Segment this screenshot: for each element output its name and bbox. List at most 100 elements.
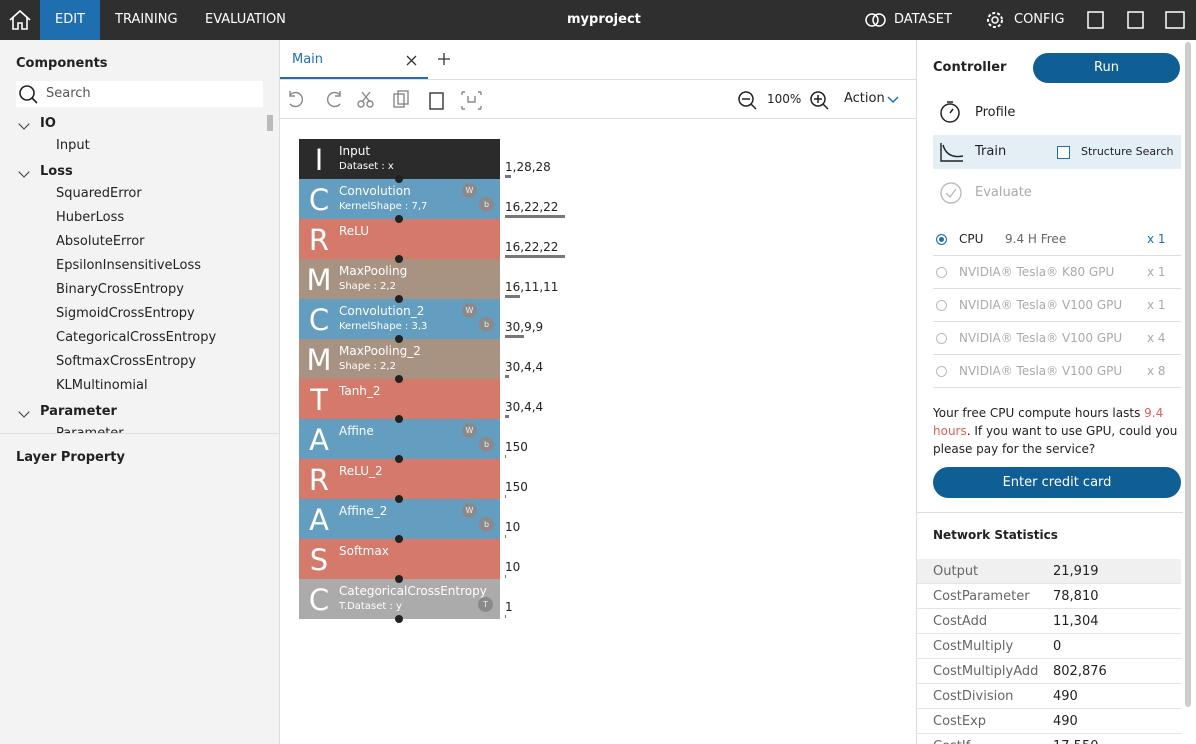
output-shape: 16,11,11 [505,280,559,294]
dataset-button[interactable]: DATASET [894,12,952,27]
tree-item[interactable]: Input [56,138,90,153]
profile-icon [940,101,960,123]
stat-row: CostDivision 490 [917,684,1181,709]
device-row[interactable]: NVIDIA® Tesla® V100 GPU x 8 [933,355,1181,388]
layer-name: MaxPooling_2 [339,344,421,358]
layer-letter: C [308,303,330,337]
layer[interactable]: T Tanh_2 [299,379,500,423]
toolbar-icons[interactable] [286,89,486,111]
section-title: Controller [933,60,1007,75]
tree-item[interactable]: HuberLoss [56,210,125,225]
layer[interactable]: R ReLU_2 [299,459,500,503]
output-shape: 16,22,22 [505,200,559,214]
config-button[interactable]: CONFIG [1014,12,1065,27]
connector [395,335,403,343]
tree-item[interactable]: SigmoidCrossEntropy [56,306,195,321]
layer-letter: A [309,423,329,457]
tree-item[interactable]: BinaryCrossEntropy [56,282,184,297]
device-row[interactable]: CPU 9.4 H Free x 1 [933,223,1181,256]
home-icon[interactable] [8,9,32,31]
tree-item[interactable]: SquaredError [56,186,142,201]
size-bar [505,415,509,418]
tree-item[interactable]: EpsilonInsensitiveLoss [56,258,202,273]
stat-label: CostParameter [933,589,1030,604]
tree-item[interactable]: SoftmaxCrossEntropy [56,354,197,369]
add-tab[interactable] [438,53,450,65]
file-icons[interactable] [1086,11,1186,29]
tree-toggle[interactable] [18,166,30,178]
tree-item[interactable]: Parameter [56,426,124,433]
connector [395,535,403,543]
radio [936,366,947,377]
output-shape: 30,4,4 [505,400,544,414]
device-name: NVIDIA® Tesla® V100 GPU [959,331,1123,345]
notice-text: . If you want to use GPU, could you plea… [933,424,1178,456]
action-menu[interactable]: Action [844,91,885,106]
layer-param: KernelShape : 3,3 [339,321,428,332]
layer-name: Input [339,144,371,158]
tree-item[interactable]: CategoricalCrossEntropy [56,330,217,345]
editor-tab[interactable]: Main [280,40,428,79]
layer[interactable]: C CategoricalCrossEntropy T.Dataset : y T [299,579,500,623]
connector [395,175,403,183]
train-row[interactable]: Train Structure Search [933,135,1181,169]
profile-button[interactable]: Profile [975,105,1016,120]
layer[interactable]: I Input Dataset : x [299,139,500,183]
layer-letter: I [314,143,324,177]
size-bar [505,615,506,618]
tab[interactable]: EVALUATION [205,12,286,27]
layer[interactable]: M MaxPooling_2 Shape : 2,2 [299,339,500,383]
checkbox[interactable] [1057,146,1070,159]
panel-title: Components [16,56,108,71]
credit-button[interactable]: Enter credit card [933,467,1181,498]
stat-value: 490 [1053,714,1078,729]
stat-label: CostExp [933,714,987,729]
size-bar [505,455,507,458]
tab[interactable]: EDIT [40,0,100,40]
editor: Main 100% Action I Input Dataset : x 1,28,2… [280,40,916,744]
radio [936,234,947,245]
stat-row: CostMultiply 0 [917,634,1181,659]
layer[interactable]: M MaxPooling Shape : 2,2 [299,259,500,303]
size-bar [505,375,509,378]
connector [395,495,403,503]
output-shape: 150 [505,480,528,494]
device-row[interactable]: NVIDIA® Tesla® K80 GPU x 1 [933,256,1181,289]
config-icon[interactable] [984,9,1006,31]
search-box[interactable]: Search [16,81,263,107]
device-count: x 1 [1147,232,1166,246]
layer-letter: R [308,223,330,257]
evaluate-button[interactable]: Evaluate [975,185,1032,200]
size-bar [505,535,506,538]
close-icon[interactable] [406,55,417,66]
layer[interactable]: R ReLU [299,219,500,263]
layer-badge: b [479,517,494,532]
device-row[interactable]: NVIDIA® Tesla® V100 GPU x 4 [933,322,1181,355]
dataset-icon[interactable] [864,11,888,29]
layer-param: Shape : 2,2 [339,361,396,372]
device-row[interactable]: NVIDIA® Tesla® V100 GPU x 1 [933,289,1181,322]
tab[interactable]: TRAINING [115,12,178,27]
tree-toggle[interactable] [18,118,30,130]
run-button[interactable]: Run [1033,53,1180,83]
layer[interactable]: S Softmax [299,539,500,583]
tree-group: Parameter [40,404,117,419]
zoom-out[interactable] [737,90,759,112]
stat-label: CostMultiply [933,639,1014,654]
device-name: NVIDIA® Tesla® V100 GPU [959,364,1123,378]
connector [395,255,403,263]
stat-row: CostParameter 78,810 [917,584,1181,609]
output-shape: 30,4,4 [505,360,544,374]
tree-toggle[interactable] [18,406,30,418]
layer-badge: W [462,183,477,198]
output-shape: 30,9,9 [505,320,544,334]
output-shape: 10 [505,560,521,574]
stat-value: 11,304 [1053,614,1099,629]
tree-item[interactable]: KLMultinomial [56,378,148,393]
zoom-in[interactable] [809,90,831,112]
tree-item[interactable]: AbsoluteError [56,234,145,249]
